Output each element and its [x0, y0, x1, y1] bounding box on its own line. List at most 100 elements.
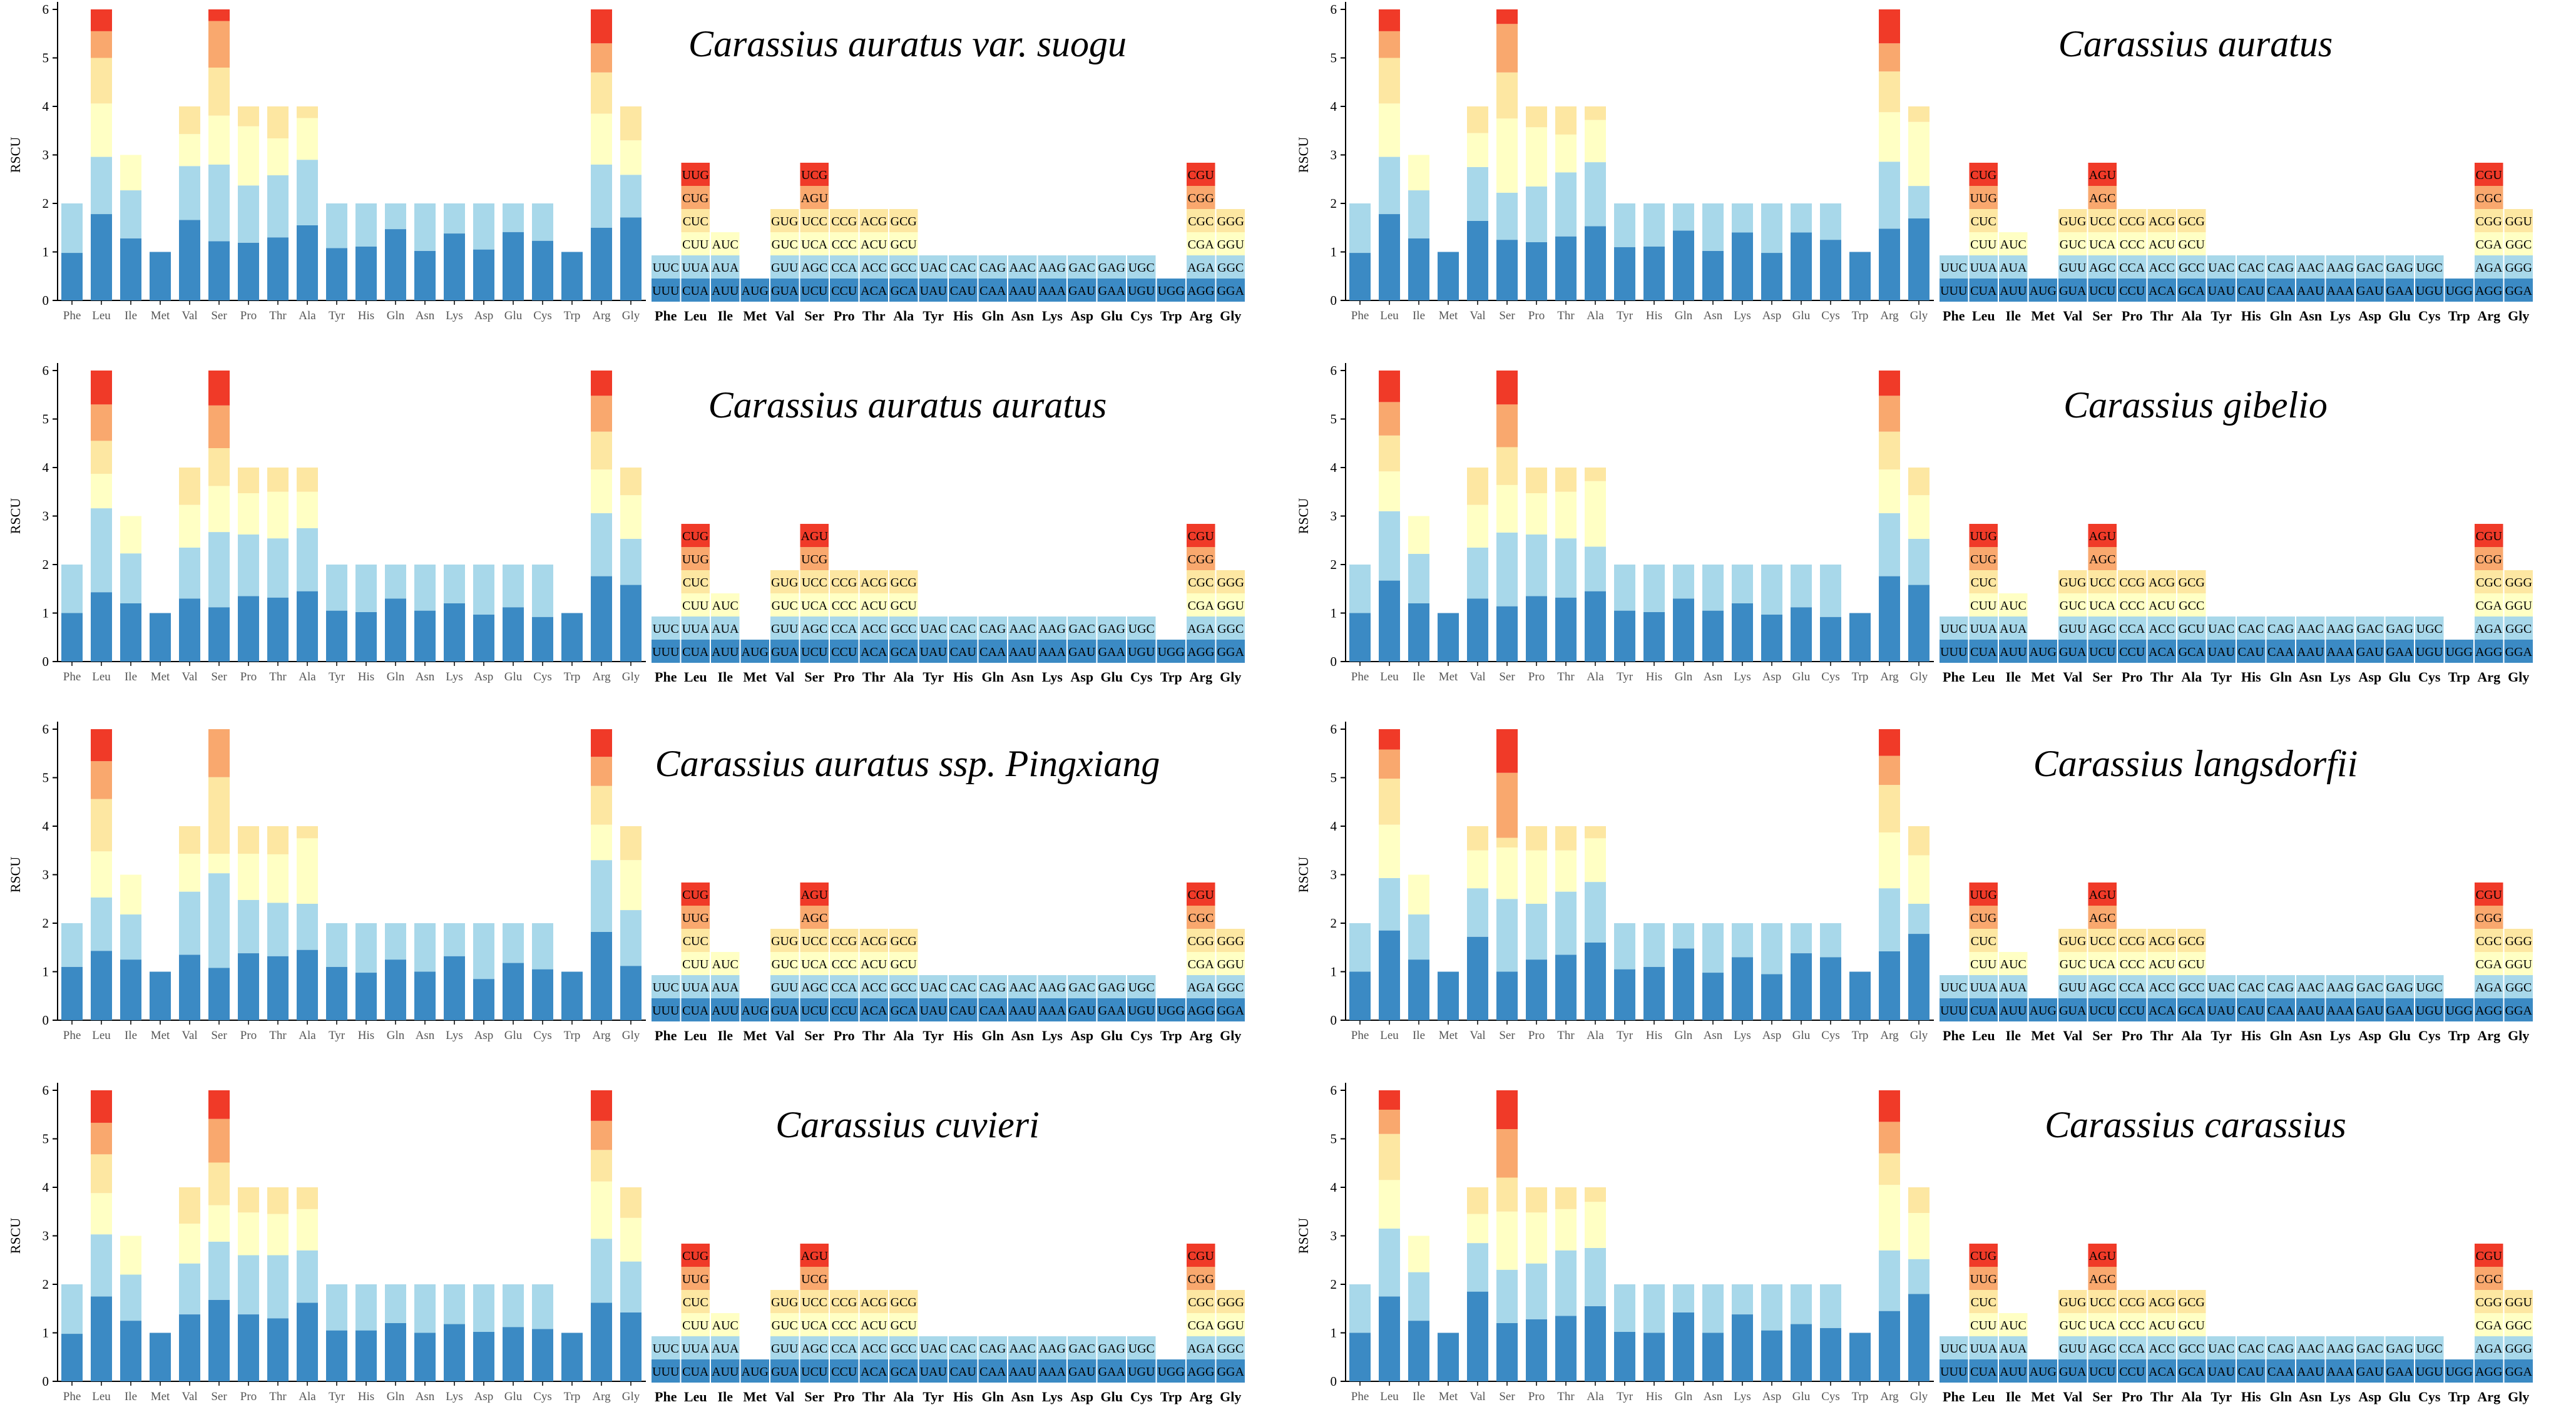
bar-segment — [1379, 435, 1400, 472]
bar-segment — [1379, 214, 1400, 300]
bar-segment — [1908, 1259, 1929, 1294]
codon-cell — [2207, 640, 2236, 663]
codon-label: CGG — [1188, 192, 1214, 205]
bar-segment — [1526, 959, 1547, 1020]
codon-label: CCG — [831, 934, 857, 948]
amino-acid-label: Phe — [1943, 1028, 1965, 1043]
amino-acid-label: Ser — [2092, 1028, 2112, 1043]
codon-cell — [2058, 1313, 2087, 1336]
bar-segment — [150, 1333, 171, 1381]
bar-segment — [503, 1284, 524, 1328]
bar-segment — [179, 106, 200, 135]
codon-cell — [681, 906, 710, 929]
bar-segment — [414, 250, 436, 300]
codon-label: CAC — [2238, 622, 2264, 636]
x-tick-label: Arg — [592, 1029, 611, 1042]
x-tick-label: Gln — [387, 1390, 405, 1403]
x-tick-label: Phe — [1351, 309, 1369, 322]
amino-acid-label: Lys — [1042, 669, 1063, 685]
x-tick-label: Ile — [125, 1390, 137, 1403]
codon-label: GGG — [1217, 934, 1244, 948]
codon-label: AGC — [2089, 981, 2115, 995]
codon-label: AGC — [2089, 553, 2115, 566]
codon-label: CGU — [2476, 888, 2503, 902]
codon-cell — [1097, 1359, 1126, 1383]
y-tick-label: 5 — [43, 51, 49, 66]
codon-cell — [859, 640, 888, 663]
bar-segment — [208, 532, 230, 608]
codon-label: GUU — [771, 261, 799, 275]
y-axis-title: RSCU — [8, 137, 23, 173]
bar-segment — [267, 826, 289, 854]
x-tick-label: Leu — [92, 670, 111, 683]
codon-label: CUA — [1970, 1004, 1997, 1018]
codon-cell — [2326, 975, 2354, 998]
codon-label: CAA — [979, 1365, 1006, 1379]
amino-acid-label: Val — [775, 308, 794, 324]
x-tick-label: Glu — [504, 1390, 523, 1403]
codon-label: ACG — [861, 576, 887, 590]
codon-label: AAU — [1009, 1365, 1036, 1379]
codon-label: AAA — [1039, 1004, 1066, 1018]
codon-label: UUC — [653, 1342, 679, 1356]
codon-label: CGG — [2476, 1296, 2502, 1309]
codon-cell — [2177, 279, 2206, 302]
x-tick-label: His — [358, 1029, 374, 1042]
bar-segment — [1585, 468, 1606, 481]
codon-cell — [681, 640, 710, 663]
codon-cell — [830, 998, 859, 1021]
codon-label: CUC — [1971, 576, 1996, 590]
bar-segment — [1467, 888, 1488, 937]
amino-acid-label: Pro — [2122, 1389, 2143, 1404]
codon-cell — [859, 232, 888, 255]
codon-label: CUG — [1970, 168, 1996, 182]
panel-title: Carassius auratus ssp. Pingxiang — [655, 743, 1160, 784]
x-tick-label: Gly — [1910, 309, 1928, 322]
codon-label: ACG — [861, 1296, 887, 1309]
x-tick-label: Asp — [1762, 670, 1782, 683]
codon-label: AUA — [2000, 261, 2027, 275]
bar-segment — [591, 469, 612, 513]
bar-segment — [1673, 203, 1694, 231]
codon-label: UGU — [1128, 1004, 1155, 1018]
y-tick-label: 6 — [43, 1083, 49, 1098]
codon-cell — [2296, 279, 2325, 302]
codon-label: AUC — [2000, 599, 2027, 613]
x-tick-label: Thr — [1557, 670, 1575, 683]
y-tick-label: 1 — [1331, 606, 1337, 621]
codon-label: ACU — [861, 1319, 887, 1333]
codon-label: CCU — [2119, 645, 2145, 659]
codon-cell — [711, 640, 740, 663]
bar-segment — [179, 134, 200, 166]
bar-segment — [238, 468, 259, 494]
amino-acid-label: Tyr — [2211, 308, 2232, 324]
codon-cell — [2356, 1336, 2384, 1359]
codon-cell — [2118, 570, 2147, 593]
codon-cell — [859, 570, 888, 593]
bar-segment — [1526, 242, 1547, 300]
bar-segment — [1614, 969, 1635, 1020]
codon-label: GGC — [2505, 238, 2532, 252]
amino-acid-label: Glu — [2389, 1028, 2411, 1043]
bar-segment — [1673, 1284, 1694, 1312]
codon-label: GUU — [2059, 622, 2087, 636]
amino-acid-label: Val — [775, 1028, 794, 1043]
bar-segment — [208, 371, 230, 406]
codon-cell — [2415, 1359, 2444, 1383]
bar-segment — [238, 126, 259, 186]
codon-cell — [1969, 906, 1998, 929]
codon-cell — [770, 952, 799, 975]
x-tick-label: Pro — [240, 670, 257, 683]
codon-label: GGG — [1217, 576, 1244, 590]
bar-segment — [1732, 232, 1753, 300]
codon-label: GUG — [771, 576, 798, 590]
codon-cell — [2475, 570, 2503, 593]
bar-segment — [326, 203, 347, 248]
codon-cell — [681, 1336, 710, 1359]
codon-cell — [830, 255, 859, 279]
codon-cell — [859, 1290, 888, 1313]
codon-label: GCA — [891, 1365, 917, 1379]
y-tick-label: 3 — [1331, 867, 1337, 882]
codon-cell — [949, 616, 978, 640]
